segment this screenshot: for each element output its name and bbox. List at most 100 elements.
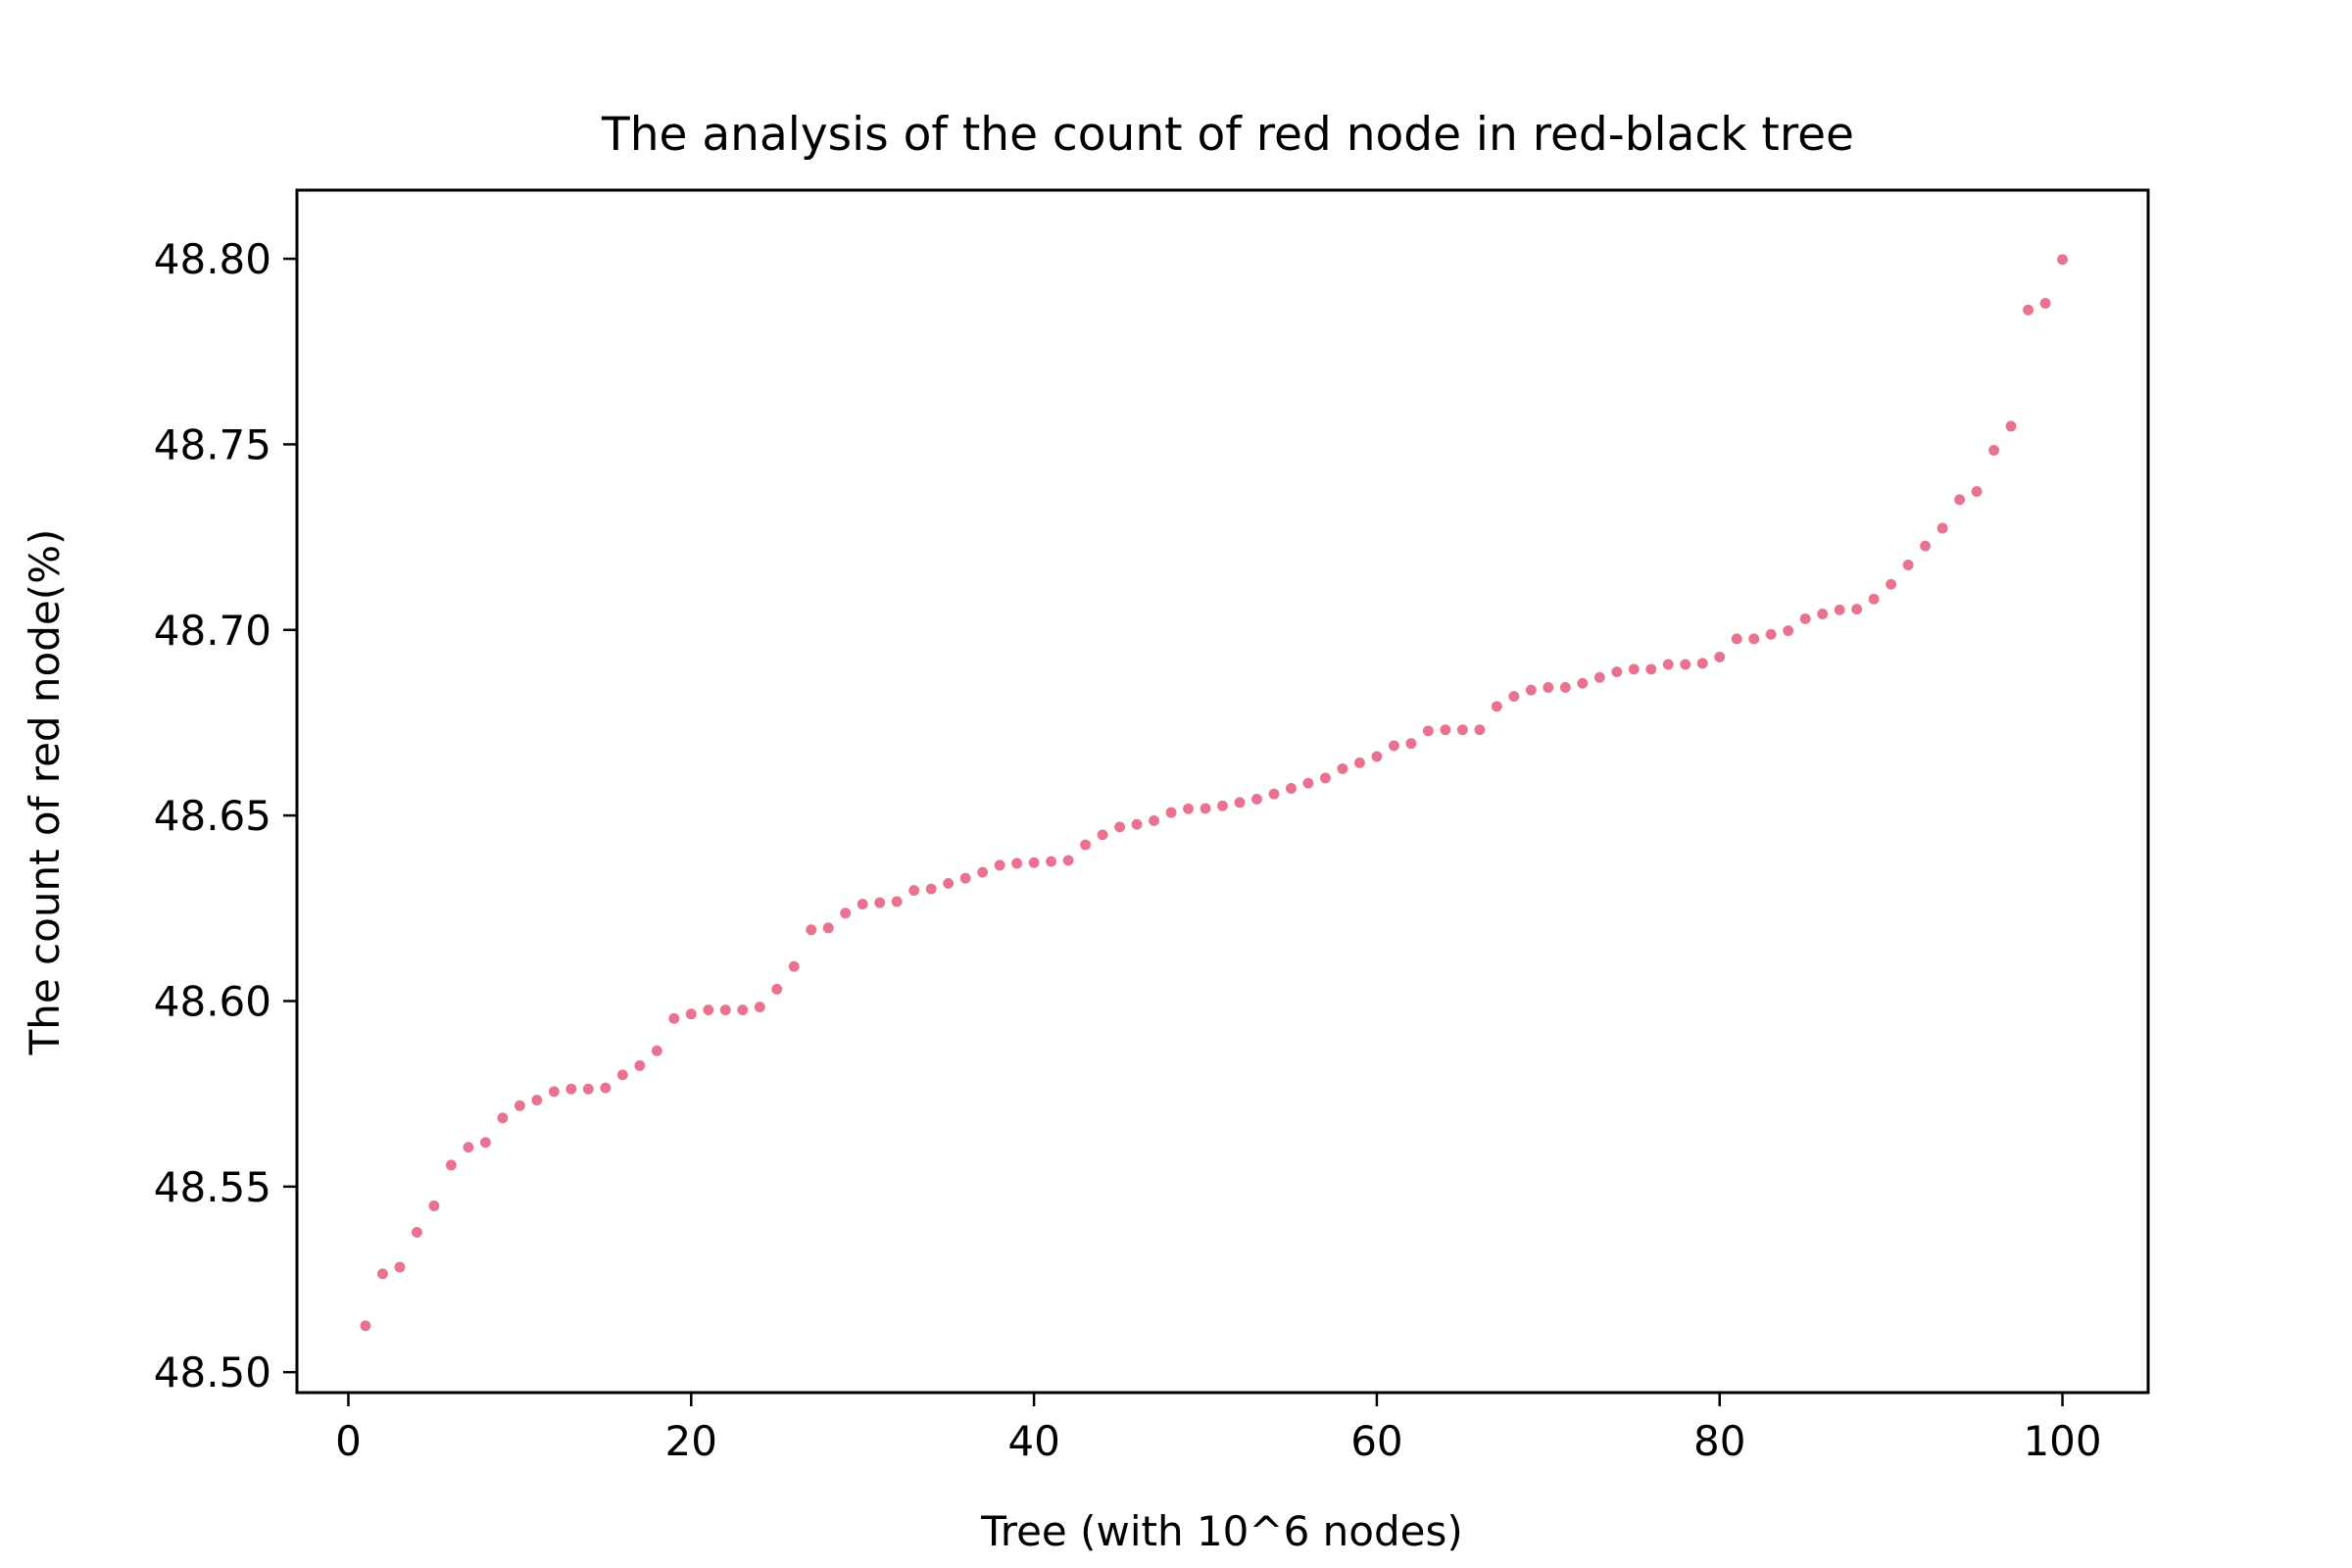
data-point bbox=[1455, 722, 1470, 737]
x-axis-ticks: 0 20 40 60 80 100 bbox=[335, 1393, 2102, 1465]
data-point bbox=[615, 1067, 630, 1082]
data-point bbox=[1421, 723, 1436, 738]
data-point bbox=[1112, 819, 1127, 834]
data-point bbox=[1781, 623, 1795, 638]
plot-area-frame bbox=[295, 188, 2150, 1395]
data-points bbox=[359, 252, 2070, 1333]
data-point bbox=[1438, 722, 1452, 737]
data-point bbox=[1215, 799, 1230, 813]
data-point bbox=[2038, 296, 2053, 311]
x-tick-label: 100 bbox=[2023, 1417, 2101, 1465]
data-point bbox=[1472, 722, 1487, 737]
data-point bbox=[804, 922, 818, 937]
x-tick-label: 60 bbox=[1350, 1417, 1402, 1465]
data-point bbox=[1746, 631, 1761, 646]
data-point bbox=[1096, 827, 1110, 842]
data-point bbox=[478, 1135, 493, 1150]
data-point bbox=[564, 1082, 578, 1097]
data-point bbox=[1730, 631, 1744, 646]
y-tick-label: 48.55 bbox=[154, 1163, 271, 1211]
data-point bbox=[906, 883, 921, 898]
data-point bbox=[1403, 736, 1418, 751]
data-point bbox=[1506, 689, 1521, 704]
data-point bbox=[1712, 650, 1727, 664]
data-point bbox=[1490, 699, 1504, 713]
data-point bbox=[1678, 658, 1692, 671]
data-point bbox=[547, 1084, 562, 1099]
data-point bbox=[924, 882, 939, 897]
x-tick-label: 80 bbox=[1693, 1417, 1745, 1465]
data-point bbox=[513, 1099, 527, 1113]
data-point bbox=[1352, 756, 1367, 770]
y-tick-label: 48.50 bbox=[154, 1348, 271, 1396]
data-point bbox=[2021, 303, 2035, 318]
data-point bbox=[1695, 656, 1710, 670]
data-point bbox=[2055, 252, 2070, 267]
data-point bbox=[821, 920, 836, 935]
data-point bbox=[1643, 662, 1658, 676]
data-point bbox=[838, 906, 853, 920]
data-point bbox=[975, 865, 990, 880]
data-point bbox=[1986, 443, 2001, 458]
data-point bbox=[1250, 792, 1264, 807]
data-point bbox=[1918, 539, 1933, 554]
data-point bbox=[1078, 838, 1093, 852]
y-tick-label: 48.70 bbox=[154, 607, 271, 655]
data-point bbox=[1884, 577, 1898, 592]
data-point bbox=[2004, 418, 2019, 433]
data-point bbox=[1199, 801, 1212, 815]
data-point bbox=[1833, 603, 1847, 617]
x-tick-label: 0 bbox=[335, 1417, 362, 1465]
data-point bbox=[1130, 817, 1145, 832]
data-point bbox=[1558, 680, 1573, 695]
data-point bbox=[1952, 492, 1967, 507]
data-point bbox=[529, 1093, 544, 1107]
data-point bbox=[684, 1006, 699, 1021]
data-point bbox=[958, 871, 973, 886]
data-point bbox=[1181, 802, 1196, 816]
y-axis-ticks: 48.50 48.55 48.60 48.65 48.70 48.75 48.80 bbox=[154, 235, 297, 1396]
data-point bbox=[359, 1318, 372, 1333]
data-point bbox=[598, 1081, 612, 1096]
data-point bbox=[1592, 670, 1607, 685]
data-point bbox=[1061, 853, 1076, 867]
y-tick-label: 48.60 bbox=[154, 977, 271, 1025]
data-point bbox=[1164, 806, 1178, 820]
data-point bbox=[1301, 776, 1315, 791]
x-axis-label: Tree (with 10^6 nodes) bbox=[980, 1507, 1463, 1555]
data-point bbox=[666, 1011, 681, 1026]
data-point bbox=[890, 895, 905, 908]
data-point bbox=[1815, 607, 1830, 621]
data-point bbox=[375, 1266, 390, 1281]
data-point bbox=[856, 897, 870, 911]
data-point bbox=[769, 982, 784, 997]
data-point bbox=[1387, 738, 1401, 753]
data-point bbox=[993, 858, 1007, 872]
data-point bbox=[1027, 856, 1042, 870]
data-point bbox=[444, 1157, 459, 1172]
data-point bbox=[718, 1003, 733, 1017]
x-tick-label: 20 bbox=[665, 1417, 717, 1465]
data-point bbox=[632, 1058, 647, 1073]
data-point bbox=[1284, 781, 1298, 796]
data-point bbox=[787, 959, 802, 974]
y-tick-label: 48.80 bbox=[154, 235, 271, 283]
data-point bbox=[1661, 658, 1676, 671]
data-point bbox=[426, 1199, 441, 1213]
data-point bbox=[1936, 521, 1950, 535]
data-point bbox=[753, 1000, 767, 1014]
x-tick-label: 40 bbox=[1007, 1417, 1059, 1465]
data-point bbox=[1318, 770, 1333, 785]
y-tick-label: 48.65 bbox=[154, 792, 271, 840]
data-point bbox=[392, 1260, 407, 1274]
data-point bbox=[1970, 484, 1984, 499]
data-point bbox=[701, 1003, 715, 1017]
data-point bbox=[872, 896, 887, 910]
data-point bbox=[1627, 662, 1642, 676]
data-point bbox=[495, 1110, 510, 1125]
y-tick-label: 48.75 bbox=[154, 420, 271, 468]
data-point bbox=[650, 1044, 664, 1058]
data-point bbox=[1867, 592, 1882, 607]
